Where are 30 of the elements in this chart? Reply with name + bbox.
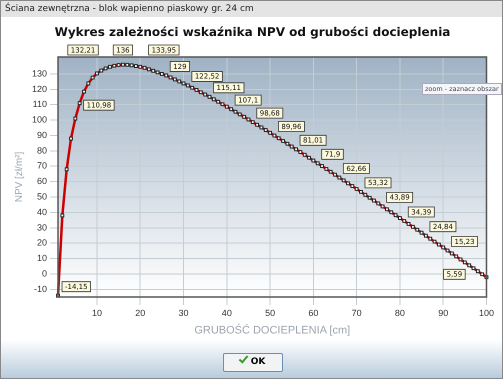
y-tick-label: 110 bbox=[32, 99, 48, 110]
y-tick-label: 40 bbox=[37, 206, 48, 217]
y-tick-label: 80 bbox=[37, 145, 48, 156]
x-tick-label: 70 bbox=[352, 308, 362, 318]
x-tick-label: 20 bbox=[135, 308, 146, 318]
x-tick-label: 50 bbox=[265, 308, 276, 318]
x-tick-label: 80 bbox=[394, 308, 405, 318]
x-axis-title: GRUBOŚĆ DOCIEPLENIA [cm] bbox=[194, 323, 350, 336]
y-tick-label: 10 bbox=[37, 253, 48, 264]
text: Ściana zewnętrzna - blok wapienno piaskowy gr. 24 cm bbox=[1, 1, 502, 17]
y-tick-label: -10 bbox=[34, 284, 48, 294]
x-tick-label: 30 bbox=[178, 308, 189, 318]
y-axis-title: NPV [zł/m²] bbox=[14, 152, 25, 202]
y-tick-label: 100 bbox=[32, 114, 48, 125]
x-tick-label: 100 bbox=[478, 308, 494, 318]
x-tick-label: 10 bbox=[92, 308, 102, 318]
y-tick-label: 20 bbox=[37, 238, 48, 248]
x-tick-label: 90 bbox=[438, 308, 448, 318]
y-tick-label: 120 bbox=[32, 84, 48, 94]
y-tick-label: 90 bbox=[37, 130, 48, 140]
y-tick-label: 30 bbox=[37, 222, 48, 232]
y-tick-label: 50 bbox=[37, 191, 48, 202]
y-tick-label: 60 bbox=[37, 176, 48, 186]
chart-title: Wykres zależności wskaźnika NPV od grubości docieplenia bbox=[54, 25, 452, 39]
y-tick-label: 130 bbox=[32, 68, 48, 78]
x-tick-label: 40 bbox=[222, 308, 232, 318]
y-tick-label: 70 bbox=[37, 160, 48, 171]
text: OK bbox=[250, 357, 266, 367]
x-tick-label: 60 bbox=[308, 308, 318, 318]
y-tick-label: 0 bbox=[42, 268, 48, 278]
